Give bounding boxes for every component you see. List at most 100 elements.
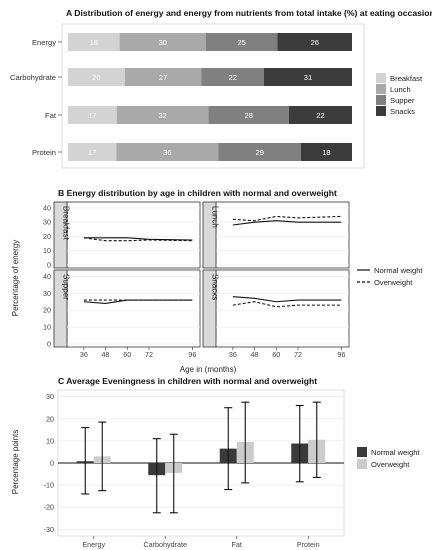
- x-tick-label: 60: [123, 350, 131, 359]
- panel-a-legend: Breakfast Lunch Supper Snacks: [376, 73, 423, 116]
- y-tick-label: 40: [43, 203, 51, 212]
- facet-plot-area: [215, 269, 350, 348]
- legend-label-overweight: Overweight: [374, 278, 413, 287]
- panel-c-axes: -30 -20 -10 0 10 20 30 Energy Carbohydrate Fat Pro…: [44, 392, 320, 549]
- y-tick-label: 30: [43, 289, 51, 298]
- data-label-carbohydrate-supper: 22: [228, 73, 236, 82]
- x-tick-label: 36: [229, 350, 237, 359]
- panel-b-axes: 0 10 20 30 40 0 10 20 30 40 36 48 60 72 96 36 48 60 72 96: [43, 203, 345, 359]
- bar-protein-supper: [218, 143, 301, 161]
- panel-a-bars: 18 30 25 26 20 27 22 31 17 32 28 22 17 36 29 18: [68, 33, 352, 161]
- facet-strip: [53, 201, 68, 269]
- data-label-carbohydrate-lunch: 27: [159, 73, 167, 82]
- panel-b: B Energy distribution by age in children…: [11, 188, 423, 374]
- y-tick-label: 30: [46, 392, 54, 401]
- panel-b-x-axis-label: Age in (months): [180, 365, 237, 374]
- data-label-energy-breakfast: 18: [90, 38, 98, 47]
- line-lunch-normal-weight: [232, 220, 342, 226]
- x-tick-label: 36: [80, 350, 88, 359]
- legend-swatch-normal-weight: [357, 447, 367, 457]
- facet-plot-area: [215, 201, 350, 269]
- data-label-energy-snacks: 26: [310, 38, 318, 47]
- x-tick-label: 72: [294, 350, 302, 359]
- y-tick-label: 20: [43, 232, 51, 241]
- panel-c-bars: [76, 401, 326, 514]
- facet-strip-label-lunch: Lunch: [211, 206, 220, 228]
- legend-label-normal-weight: Normal weight: [374, 266, 423, 275]
- x-tick-label-fat: Fat: [232, 540, 242, 549]
- facet-plot-area: [66, 201, 201, 269]
- legend-swatch-overweight: [357, 459, 367, 469]
- panel-a: A Distribution of energy and energy from…: [10, 8, 432, 169]
- panel-b-facets: Breakfast Lunch Supper Snacks: [53, 201, 350, 348]
- bar-protein-lunch: [116, 143, 219, 161]
- bar-fat-lunch: [116, 106, 209, 124]
- category-label-carbohydrate: Carbohydrate: [10, 73, 56, 82]
- y-tick-label: 0: [50, 459, 54, 468]
- data-label-protein-supper: 29: [255, 148, 263, 157]
- category-label-energy: Energy: [32, 38, 56, 47]
- legend-swatch-snacks: [376, 106, 386, 116]
- facet-lunch: Lunch: [202, 201, 350, 269]
- y-tick-label: 10: [46, 436, 54, 445]
- bar-fat-breakfast: [68, 106, 117, 124]
- category-label-fat: Fat: [45, 111, 57, 120]
- bar-carbohydrate-supper: [201, 68, 264, 86]
- legend-swatch-breakfast: [376, 73, 386, 83]
- y-tick-label: 10: [43, 246, 51, 255]
- y-tick-label: -30: [44, 525, 54, 534]
- y-tick-label: 20: [43, 306, 51, 315]
- panel-c-y-axis-label: Percentage points: [11, 430, 20, 495]
- bar-carbohydrate-breakfast: [68, 68, 125, 86]
- x-tick-label: 48: [102, 350, 110, 359]
- legend-label-supper: Supper: [390, 96, 415, 105]
- panel-c-legend: Normal weight Overweight: [357, 447, 420, 469]
- y-tick-label: 0: [47, 261, 51, 270]
- facet-strip: [202, 269, 217, 348]
- line-snacks-overweight: [232, 301, 342, 308]
- bar-energy-supper: [205, 33, 278, 51]
- facet-snacks: Snacks: [202, 269, 350, 348]
- data-label-fat-lunch: 32: [158, 111, 166, 120]
- data-label-energy-lunch: 30: [158, 38, 166, 47]
- line-breakfast-normal-weight: [83, 237, 193, 241]
- bar-fat-snacks: [288, 106, 352, 124]
- line-lunch-overweight: [232, 215, 342, 222]
- panel-a-title: A Distribution of energy and energy from…: [66, 8, 432, 18]
- y-tick-label: -20: [44, 503, 54, 512]
- bar-protein-breakfast: [68, 143, 117, 161]
- facet-strip: [202, 201, 217, 269]
- y-tick-label: -10: [44, 481, 54, 490]
- bar-energy-lunch: [119, 33, 206, 51]
- panel-c: C Average Eveningness in children with n…: [11, 376, 420, 549]
- y-tick-label: 40: [43, 272, 51, 281]
- bar-carbohydrate-snacks: [263, 68, 352, 86]
- y-tick-label: 0: [47, 340, 51, 349]
- y-tick-label: 10: [43, 323, 51, 332]
- panel-a-category-labels: Energy Carbohydrate Fat Protein: [10, 38, 62, 157]
- legend-swatch-supper: [376, 95, 386, 105]
- data-label-protein-breakfast: 17: [88, 148, 96, 157]
- x-tick-label: 60: [272, 350, 280, 359]
- data-label-protein-snacks: 18: [322, 148, 330, 157]
- bar-energy-snacks: [277, 33, 352, 51]
- data-label-fat-snacks: 22: [316, 111, 324, 120]
- y-tick-label: 30: [43, 218, 51, 227]
- x-tick-label: 72: [145, 350, 153, 359]
- data-label-carbohydrate-breakfast: 20: [92, 73, 100, 82]
- legend-label-breakfast: Breakfast: [390, 74, 423, 83]
- facet-strip-label-supper: Supper: [62, 274, 71, 300]
- data-label-fat-supper: 28: [245, 111, 253, 120]
- category-label-protein: Protein: [32, 148, 56, 157]
- legend-label-lunch: Lunch: [390, 85, 411, 94]
- line-snacks-normal-weight: [232, 296, 342, 303]
- legend-label-overweight: Overweight: [371, 460, 410, 469]
- data-label-energy-supper: 25: [237, 38, 245, 47]
- x-tick-label: 48: [251, 350, 259, 359]
- bar-carbohydrate-lunch: [124, 68, 202, 86]
- facet-strip-label-snacks: Snacks: [211, 274, 220, 300]
- facet-strip-label-breakfast: Breakfast: [62, 206, 71, 241]
- data-label-fat-breakfast: 17: [88, 111, 96, 120]
- x-tick-label-protein: Protein: [297, 540, 320, 549]
